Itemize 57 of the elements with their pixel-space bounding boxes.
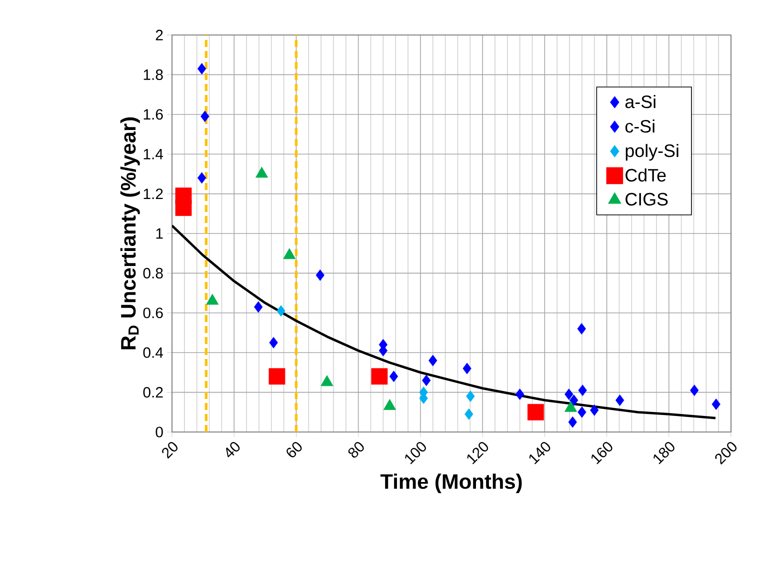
y-tick-label: 0.8 bbox=[143, 268, 163, 278]
point bbox=[254, 301, 263, 313]
point bbox=[197, 172, 206, 184]
point bbox=[590, 404, 599, 416]
point bbox=[577, 323, 586, 334]
point bbox=[464, 408, 474, 420]
text: R$_{D}$ Uncertianty (%/year) bbox=[120, 117, 140, 350]
y-tick-label: 0.6 bbox=[143, 308, 163, 318]
point bbox=[564, 388, 574, 400]
y-tick-label: 2 bbox=[156, 30, 163, 40]
x-tick-label: 140 bbox=[529, 442, 550, 464]
point bbox=[578, 384, 587, 396]
point bbox=[462, 362, 472, 374]
point bbox=[276, 305, 286, 317]
legend-label: a-Si bbox=[625, 94, 656, 108]
point bbox=[200, 110, 210, 122]
y-tick-label: 0 bbox=[156, 426, 163, 438]
x-tick-label: 160 bbox=[591, 442, 612, 464]
x-tick-label: 60 bbox=[286, 442, 302, 458]
x-tick-label: 200 bbox=[715, 442, 737, 465]
point bbox=[269, 336, 278, 348]
legend-label: CIGS bbox=[626, 192, 668, 206]
point bbox=[516, 388, 524, 400]
y-tick-label: 0.4 bbox=[143, 347, 164, 358]
point bbox=[690, 384, 699, 396]
y-tick-label: 0.2 bbox=[143, 387, 163, 398]
y-tick-label: 1.4 bbox=[144, 148, 164, 160]
x-tick-label: 20 bbox=[162, 442, 178, 459]
x-tick-label: 120 bbox=[467, 442, 488, 464]
point bbox=[197, 63, 206, 74]
x-tick-label: 180 bbox=[654, 442, 674, 464]
legend-label: CdTe bbox=[626, 168, 666, 182]
point bbox=[568, 416, 577, 428]
y-tick-label: 1.8 bbox=[144, 69, 163, 80]
point bbox=[371, 368, 388, 385]
point bbox=[428, 354, 438, 366]
x-tick-label: 80 bbox=[348, 442, 364, 458]
point bbox=[422, 374, 431, 386]
point bbox=[578, 406, 586, 418]
legend-label: c-Si bbox=[625, 119, 654, 133]
point bbox=[616, 394, 624, 406]
point bbox=[389, 370, 398, 382]
point bbox=[466, 390, 475, 402]
point bbox=[316, 269, 324, 281]
y-tick-label: 1.2 bbox=[144, 188, 163, 200]
x-tick-label: 40 bbox=[226, 442, 240, 458]
point bbox=[268, 368, 286, 385]
line-series bbox=[172, 224, 717, 420]
x-tick-label: 100 bbox=[405, 442, 426, 464]
x-axis-title: Time (Months) bbox=[380, 474, 522, 494]
point bbox=[712, 398, 720, 410]
legend-label: poly-Si bbox=[626, 144, 678, 161]
y-tick-label: 1 bbox=[156, 228, 163, 239]
point bbox=[175, 199, 192, 216]
point bbox=[570, 394, 578, 406]
y-tick-label: 1.6 bbox=[144, 109, 163, 120]
point bbox=[527, 404, 544, 420]
